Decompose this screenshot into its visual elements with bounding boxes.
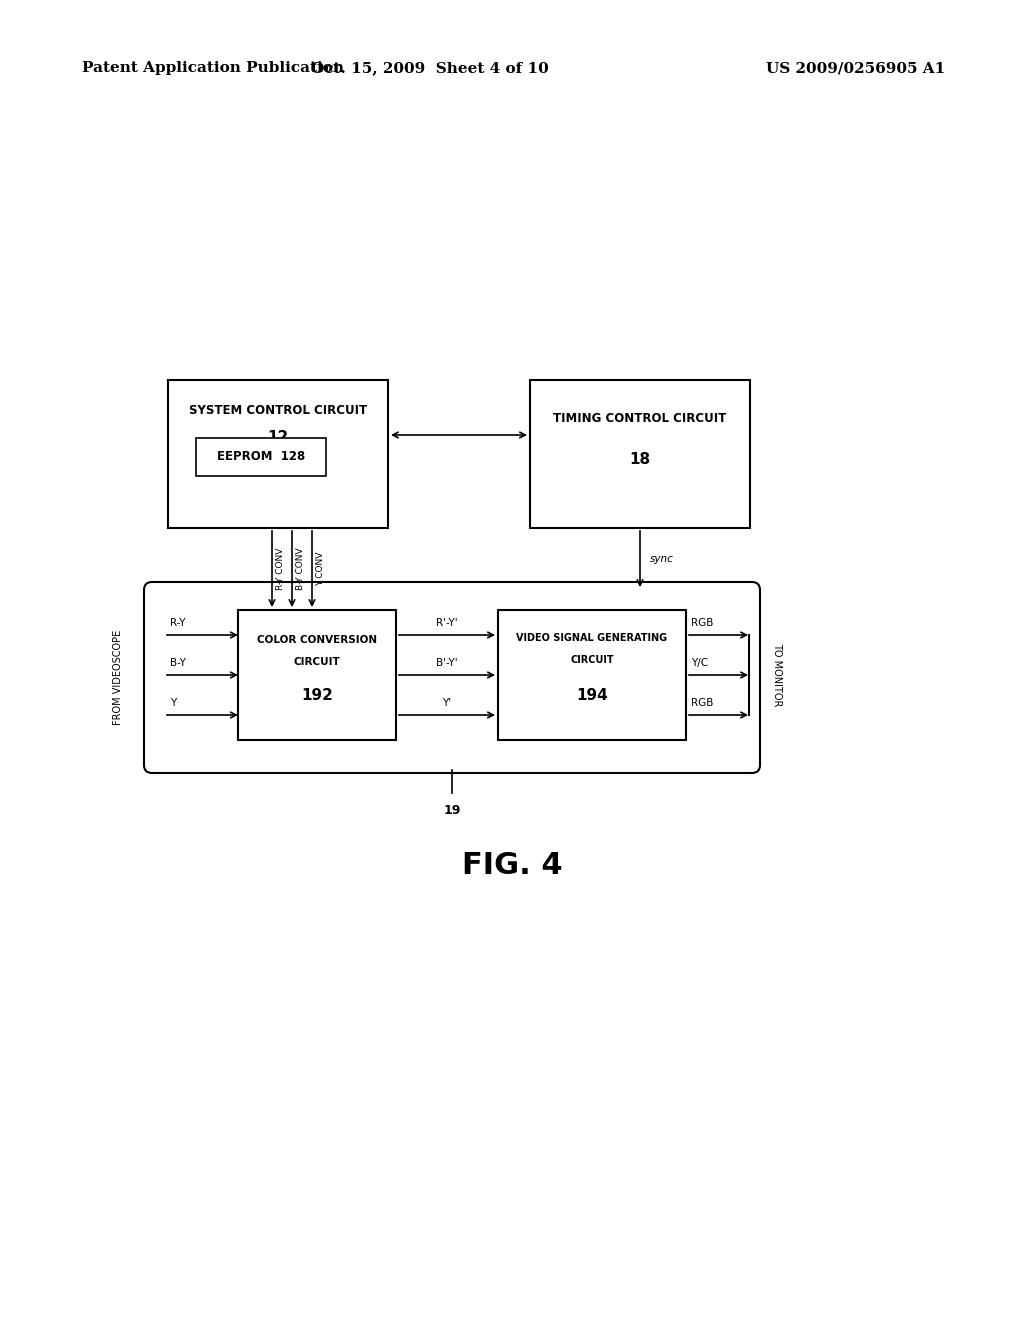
Text: Oct. 15, 2009  Sheet 4 of 10: Oct. 15, 2009 Sheet 4 of 10 (311, 61, 549, 75)
Bar (238, 610, 396, 741)
Text: US 2009/0256905 A1: US 2009/0256905 A1 (766, 61, 945, 75)
Text: sync: sync (650, 554, 674, 564)
Text: CIRCUIT: CIRCUIT (570, 655, 613, 665)
Text: 12: 12 (267, 430, 289, 446)
Text: B'-Y': B'-Y' (436, 657, 458, 668)
Text: R'-Y': R'-Y' (436, 618, 458, 628)
Bar (498, 610, 686, 741)
Text: TIMING CONTROL CIRCUIT: TIMING CONTROL CIRCUIT (553, 412, 727, 425)
Text: CIRCUIT: CIRCUIT (294, 657, 340, 667)
Text: Patent Application Publication: Patent Application Publication (82, 61, 344, 75)
Text: R-Y CONV: R-Y CONV (276, 548, 285, 590)
Text: EEPROM  128: EEPROM 128 (217, 450, 305, 463)
Text: RGB: RGB (691, 618, 714, 628)
FancyBboxPatch shape (144, 582, 760, 774)
Text: B-Y: B-Y (170, 657, 186, 668)
Text: 194: 194 (577, 688, 608, 702)
Text: 18: 18 (630, 453, 650, 467)
Text: Y CONV: Y CONV (316, 552, 325, 586)
Text: FIG. 4: FIG. 4 (462, 850, 562, 879)
Text: FROM VIDEOSCOPE: FROM VIDEOSCOPE (113, 630, 123, 725)
Bar (196, 438, 326, 477)
Text: SYSTEM CONTROL CIRCUIT: SYSTEM CONTROL CIRCUIT (189, 404, 367, 417)
Bar (530, 380, 750, 528)
Text: Y/C: Y/C (691, 657, 709, 668)
Text: 19: 19 (443, 804, 461, 817)
Text: R-Y: R-Y (170, 618, 185, 628)
Text: B-Y CONV: B-Y CONV (296, 548, 305, 590)
Text: TO MONITOR: TO MONITOR (772, 643, 782, 706)
Text: VIDEO SIGNAL GENERATING: VIDEO SIGNAL GENERATING (516, 634, 668, 643)
Text: 192: 192 (301, 688, 333, 702)
Text: COLOR CONVERSION: COLOR CONVERSION (257, 635, 377, 645)
Text: RGB: RGB (691, 698, 714, 708)
Text: Y: Y (170, 698, 176, 708)
Bar (168, 380, 388, 528)
Text: Y': Y' (442, 698, 452, 708)
